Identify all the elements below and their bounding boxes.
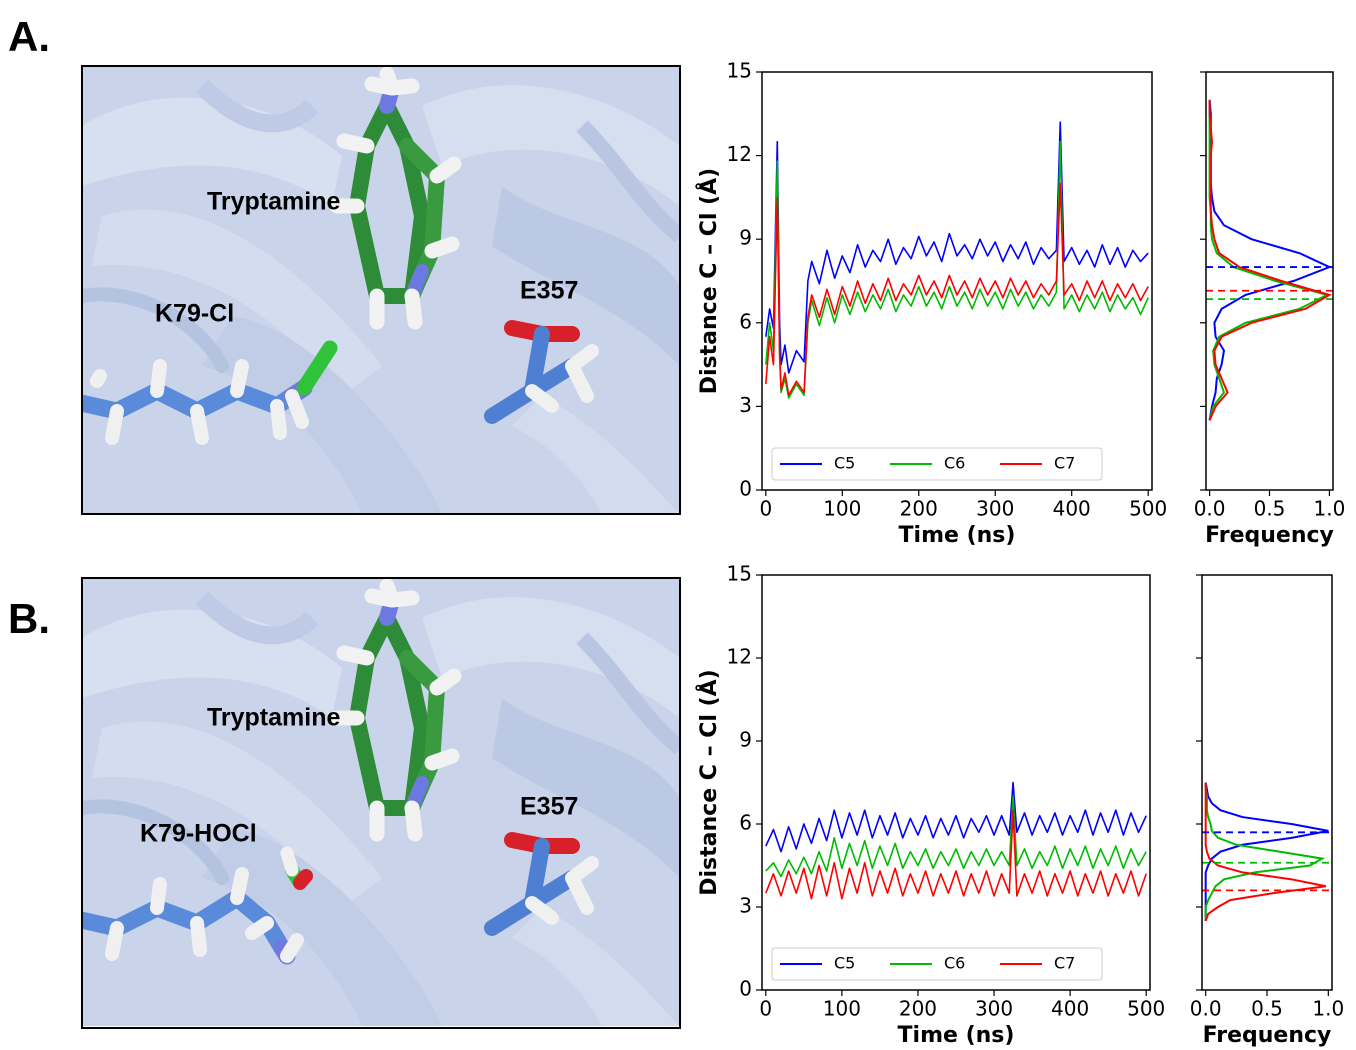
x-tick-label: 100	[823, 497, 861, 521]
plot-frame	[761, 71, 1153, 491]
x-tick-label: 0.5	[1254, 497, 1286, 521]
y-tick-label: 6	[739, 309, 752, 333]
x-tick-label: 500	[1129, 497, 1167, 521]
structure-image: Tryptamine K79-HOCl E357	[81, 577, 681, 1029]
x-tick-label: 0	[759, 997, 772, 1021]
y-tick-label: 6	[739, 811, 752, 835]
panel-label: B.	[8, 595, 50, 642]
x-tick-label: 0.0	[1194, 497, 1226, 521]
y-tick-label: 0	[739, 477, 752, 501]
plot-frame	[1205, 71, 1334, 491]
legend-label: C6	[944, 454, 965, 473]
x-tick-label: 100	[823, 997, 861, 1021]
density-curve	[1204, 782, 1329, 921]
y-tick-label: 15	[727, 562, 752, 586]
series-line	[765, 809, 1147, 900]
x-tick-label: 400	[1053, 497, 1091, 521]
density-curve	[1208, 99, 1330, 421]
y-tick-label: 0	[739, 977, 752, 1001]
x-tick-label: 0.5	[1251, 997, 1283, 1021]
legend-box	[771, 947, 1103, 981]
annotation: K79-HOCl	[140, 820, 257, 848]
k79-residue	[82, 846, 313, 965]
series-line	[765, 182, 1149, 397]
y-tick-label: 12	[727, 142, 752, 166]
density-curve	[1204, 782, 1326, 921]
legend-label: C7	[1054, 454, 1075, 473]
x-tick-label: 200	[900, 497, 938, 521]
y-axis-label: Distance C – Cl (Å)	[696, 168, 722, 395]
annotation: E357	[520, 793, 578, 821]
legend-box	[771, 447, 1103, 481]
y-tick-label: 12	[727, 645, 752, 669]
y-tick-label: 3	[739, 894, 752, 918]
plot-frame	[1201, 574, 1333, 991]
x-axis-label: Time (ns)	[899, 523, 1016, 548]
x-tick-label: 400	[1051, 997, 1089, 1021]
x-tick-label: 300	[975, 997, 1013, 1021]
annotation: Tryptamine	[207, 704, 340, 732]
x-tick-label: 500	[1127, 997, 1165, 1021]
annotation: E357	[520, 277, 578, 305]
x-tick-label: 200	[899, 997, 937, 1021]
density-curve	[1208, 99, 1332, 421]
legend-label: C5	[834, 954, 855, 973]
structure-image: Tryptamine K79-Cl E357	[81, 65, 681, 515]
protein-scene	[82, 578, 680, 1026]
legend-label: C7	[1054, 954, 1075, 973]
y-tick-label: 15	[727, 59, 752, 83]
x-axis-label: Frequency	[1203, 1023, 1332, 1048]
x-tick-label: 0.0	[1190, 997, 1222, 1021]
annotation: K79-Cl	[155, 300, 234, 328]
series-line	[765, 795, 1147, 878]
protein-scene	[82, 66, 680, 514]
plot-frame	[761, 574, 1151, 991]
y-tick-label: 9	[739, 226, 752, 250]
legend-label: C5	[834, 454, 855, 473]
series-line	[765, 781, 1147, 853]
panel-label: A.	[8, 13, 50, 60]
x-axis-label: Frequency	[1205, 523, 1334, 548]
x-axis-label: Time (ns)	[898, 1023, 1015, 1048]
y-tick-label: 3	[739, 393, 752, 417]
annotation: Tryptamine	[207, 188, 340, 216]
y-axis-label: Distance C – Cl (Å)	[696, 669, 722, 896]
legend-label: C6	[944, 954, 965, 973]
density-curve	[1204, 782, 1327, 922]
y-tick-label: 9	[739, 728, 752, 752]
density-curve	[1208, 99, 1332, 421]
k79-residue	[82, 340, 338, 445]
x-tick-label: 1.0	[1313, 497, 1345, 521]
x-tick-label: 300	[976, 497, 1014, 521]
x-tick-label: 1.0	[1312, 997, 1344, 1021]
series-line	[765, 121, 1149, 374]
x-tick-label: 0	[759, 497, 772, 521]
